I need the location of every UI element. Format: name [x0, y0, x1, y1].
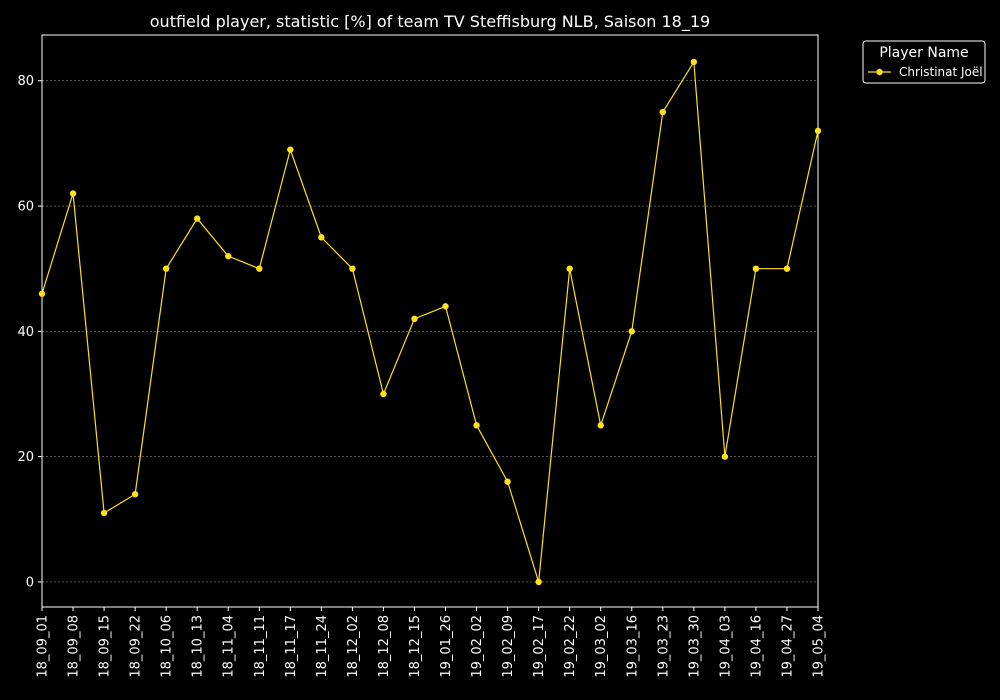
x-tick-label: 19_02_17 [532, 615, 547, 678]
data-point [783, 265, 791, 272]
x-tick-label: 18_12_02 [346, 615, 361, 678]
data-point [659, 108, 666, 116]
data-point [318, 234, 325, 241]
series-layer [38, 58, 822, 586]
y-tick-label: 40 [17, 325, 34, 340]
data-point [100, 509, 108, 517]
x-tick-label: 19_04_16 [749, 615, 764, 678]
data-point [256, 265, 263, 272]
y-tick-label: 60 [17, 200, 34, 215]
plot-frame [41, 34, 819, 608]
data-point [504, 478, 511, 485]
y-tick-label: 20 [17, 450, 34, 465]
y-axis: 0 20 40 60 80 [17, 74, 42, 590]
data-point [566, 265, 573, 272]
x-tick-label: 18_10_13 [191, 615, 206, 678]
x-tick-label: 18_11_17 [284, 615, 299, 678]
x-tick-label: 19_05_04 [812, 615, 827, 678]
x-tick-label: 19_04_27 [780, 615, 795, 678]
data-point [380, 390, 387, 398]
legend: Player Name Christinat Joël [862, 40, 986, 84]
data-point [814, 127, 822, 135]
y-tick-label: 80 [17, 74, 34, 89]
data-point [721, 453, 729, 460]
data-point [628, 328, 635, 335]
x-tick-label: 19_04_03 [718, 615, 733, 678]
data-point [535, 578, 542, 586]
x-tick-label: 19_03_16 [625, 615, 640, 678]
data-point [162, 265, 170, 272]
x-axis: 18_09_01 18_09_08 18_09_15 18_09_22 18_10_06… [36, 607, 827, 678]
grid-lines [42, 80, 818, 583]
data-point [442, 303, 449, 310]
x-tick-label: 18_11_11 [253, 615, 268, 678]
legend-entry: Christinat Joël [899, 65, 983, 79]
data-point [411, 315, 418, 323]
data-point [349, 265, 356, 272]
x-tick-label: 18_09_08 [67, 615, 82, 678]
x-tick-label: 19_03_23 [656, 615, 671, 678]
x-tick-label: 18_09_15 [98, 615, 113, 678]
chart-title: outfield player, statistic [%] of team T… [150, 12, 710, 32]
data-point [38, 290, 46, 297]
x-tick-label: 18_12_15 [408, 615, 423, 678]
data-point [131, 491, 139, 498]
series-line [41, 60, 819, 583]
data-point [69, 190, 77, 197]
data-point [690, 58, 698, 66]
data-point [225, 252, 232, 260]
y-tick-label: 0 [26, 575, 34, 590]
x-tick-label: 18_11_24 [315, 615, 330, 678]
legend-box [862, 40, 986, 84]
legend-title: Player Name [879, 45, 968, 61]
x-tick-label: 18_10_06 [160, 615, 175, 678]
x-tick-label: 19_01_26 [439, 615, 454, 678]
legend-point-marker [876, 68, 883, 76]
x-tick-label: 19_02_02 [470, 615, 485, 678]
x-tick-label: 19_02_22 [563, 615, 578, 678]
x-tick-label: 18_11_04 [222, 615, 237, 678]
data-point [473, 422, 480, 429]
x-tick-label: 19_02_09 [501, 615, 516, 678]
data-point [752, 265, 760, 272]
x-tick-label: 18_09_01 [36, 615, 51, 678]
data-point [597, 422, 604, 429]
x-tick-label: 18_09_22 [129, 615, 144, 678]
x-tick-label: 19_03_30 [687, 615, 702, 678]
data-point [287, 146, 294, 153]
x-tick-label: 18_12_08 [377, 615, 392, 678]
x-tick-label: 19_03_02 [594, 615, 609, 678]
data-point [194, 215, 201, 222]
